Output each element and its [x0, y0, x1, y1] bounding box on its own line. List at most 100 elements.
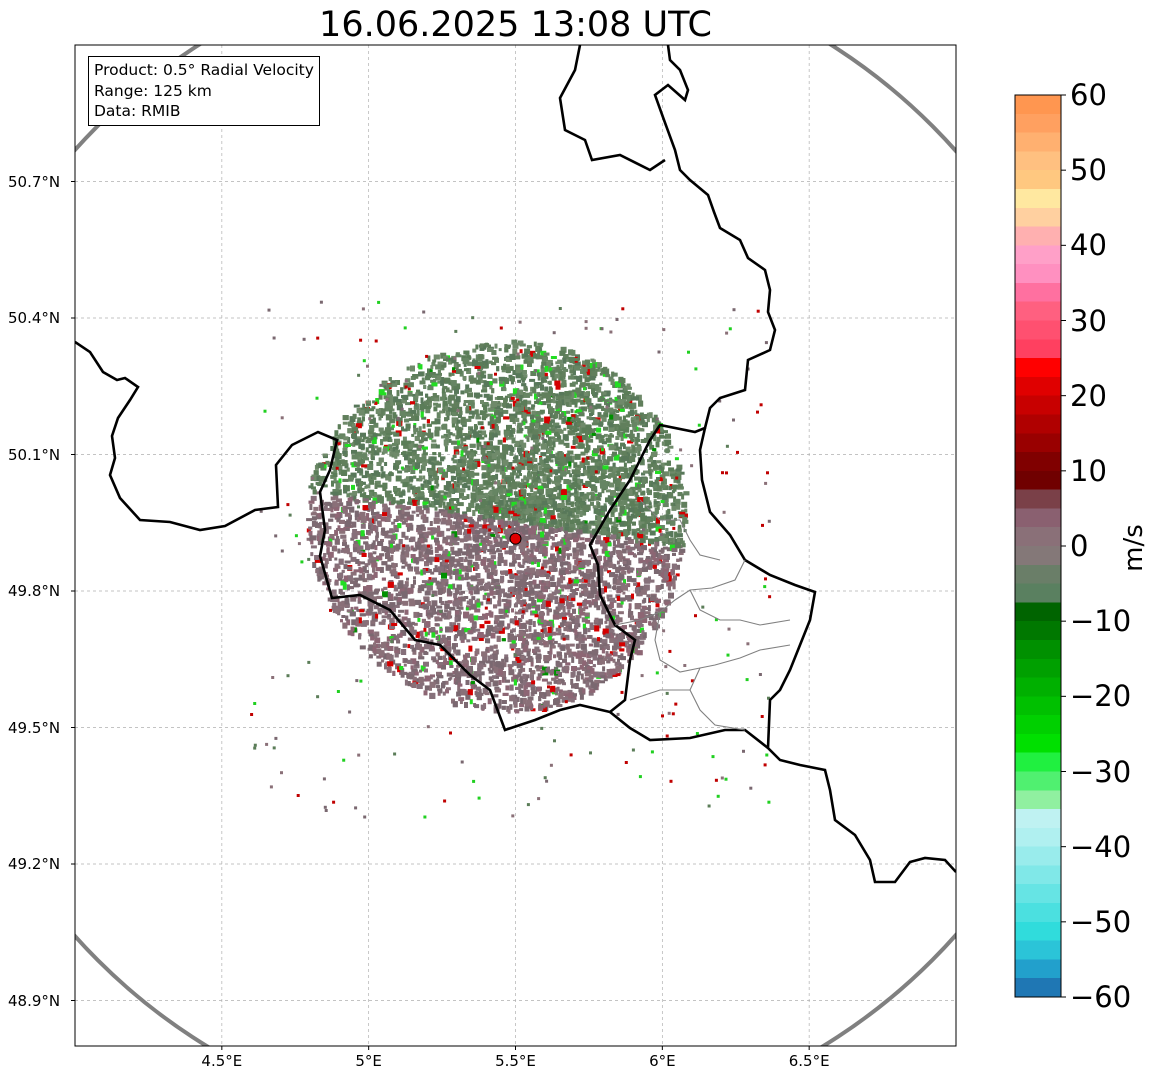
- echo-pixel: [499, 614, 506, 619]
- echo-pixel: [401, 621, 407, 627]
- echo-pixel: [387, 614, 392, 620]
- echo-pixel: [537, 597, 543, 603]
- echo-pixel: [510, 515, 517, 519]
- echo-pixel: [630, 635, 635, 638]
- echo-pixel: [524, 644, 529, 650]
- echo-pixel: [414, 416, 420, 421]
- echo-pixel: [430, 443, 437, 449]
- echo-pixel: [350, 606, 354, 610]
- echo-pixel: [362, 566, 367, 573]
- echo-pixel: [464, 389, 469, 394]
- echo-pixel: [389, 418, 396, 424]
- echo-pixel: [481, 499, 488, 503]
- echo-pixel: [359, 493, 366, 498]
- echo-pixel: [534, 393, 538, 400]
- echo-pixel: [567, 492, 574, 496]
- echo-pixel: [395, 593, 402, 597]
- echo-pixel: [619, 586, 623, 590]
- echo-pixel: [612, 372, 618, 377]
- echo-pixel: [485, 484, 491, 488]
- echo-pixel: [597, 364, 601, 371]
- echo-pixel: [495, 649, 499, 655]
- echo-pixel: [553, 679, 560, 684]
- echo-pixel: [360, 523, 366, 529]
- echo-pixel: [450, 498, 457, 501]
- echo-pixel: [649, 456, 653, 461]
- echo-pixel: [552, 505, 559, 511]
- echo-pixel: [434, 506, 438, 511]
- echo-pixel: [518, 397, 523, 402]
- echo-pixel: [655, 441, 660, 448]
- echo-pixel: [604, 566, 607, 572]
- echo-pixel: [495, 473, 499, 480]
- echo-pixel: [554, 455, 561, 462]
- echo-pixel: [518, 683, 524, 689]
- echo-pixel: [365, 544, 370, 551]
- echo-pixel: [379, 566, 384, 573]
- echo-pixel: [526, 411, 531, 417]
- echo-pixel: [485, 612, 492, 616]
- echo-pixel: [409, 626, 415, 633]
- echo-pixel: [427, 401, 432, 408]
- echo-pixel: [434, 511, 440, 518]
- echo-pixel: [611, 507, 618, 512]
- echo-pixel: [654, 616, 661, 620]
- echo-pixel: [368, 604, 374, 611]
- echo-pixel: [490, 582, 496, 586]
- echo-pixel: [493, 539, 499, 544]
- echo-pixel: [535, 534, 542, 541]
- echo-pixel: [413, 413, 419, 419]
- echo-pixel: [647, 522, 653, 526]
- echo-pixel: [573, 462, 578, 469]
- echo-pixel: [431, 556, 437, 562]
- echo-pixel: [395, 548, 400, 552]
- echo-pixel: [381, 615, 388, 619]
- echo-pixel: [422, 437, 428, 442]
- echo-pixel: [457, 684, 461, 691]
- echo-pixel: [471, 596, 476, 601]
- echo-pixel: [623, 462, 627, 468]
- echo-pixel: [587, 498, 591, 502]
- echo-pixel: [600, 468, 607, 475]
- echo-pixel: [640, 483, 645, 488]
- echo-pixel: [386, 514, 392, 519]
- echo-pixel: [512, 348, 518, 355]
- echo-pixel: [663, 471, 669, 477]
- echo-pixel: [612, 399, 619, 403]
- echo-pixel: [448, 358, 453, 365]
- echo-pixel: [494, 396, 499, 400]
- echo-pixel: [578, 603, 583, 609]
- echo-pixel: [492, 561, 497, 568]
- echo-pixel: [334, 563, 340, 568]
- echo-pixel: [509, 393, 516, 397]
- echo-pixel: [451, 369, 458, 373]
- echo-pixel: [551, 591, 557, 596]
- echo-pixel: [445, 409, 451, 416]
- echo-pixel: [632, 489, 636, 495]
- echo-pixel: [366, 515, 369, 521]
- echo-pixel: [401, 426, 404, 432]
- echo-pixel: [672, 469, 679, 475]
- echo-pixel: [674, 457, 679, 461]
- echo-pixel: [492, 480, 496, 485]
- echo-pixel: [562, 418, 566, 423]
- echo-pixel: [602, 580, 608, 587]
- echo-pixel: [657, 496, 664, 500]
- echo-pixel: [501, 598, 508, 602]
- echo-pixel: [395, 543, 401, 550]
- echo-pixel: [426, 632, 430, 636]
- echo-pixel: [530, 486, 534, 492]
- echo-pixel: [378, 394, 383, 400]
- echo-pixel: [545, 440, 552, 447]
- echo-pixel: [552, 396, 556, 403]
- echo-pixel: [356, 516, 360, 522]
- echo-pixel: [532, 621, 536, 627]
- echo-pixel: [475, 379, 481, 385]
- echo-pixel: [544, 365, 549, 372]
- echo-pixel: [413, 397, 419, 402]
- echo-pixel: [649, 530, 656, 536]
- echo-pixel: [394, 438, 400, 445]
- echo-pixel: [465, 666, 472, 673]
- echo-pixel: [585, 368, 590, 375]
- echo-pixel: [527, 549, 534, 553]
